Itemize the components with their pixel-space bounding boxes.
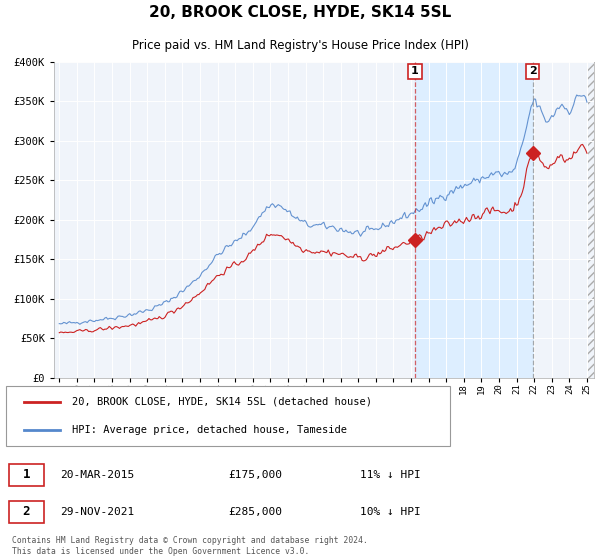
Text: Contains HM Land Registry data © Crown copyright and database right 2024.
This d: Contains HM Land Registry data © Crown c… xyxy=(12,536,368,556)
Text: 2: 2 xyxy=(23,506,30,519)
FancyBboxPatch shape xyxy=(9,464,44,486)
Bar xyxy=(415,62,533,378)
Text: 1: 1 xyxy=(23,468,30,482)
Text: 11% ↓ HPI: 11% ↓ HPI xyxy=(360,470,421,480)
Text: Price paid vs. HM Land Registry's House Price Index (HPI): Price paid vs. HM Land Registry's House … xyxy=(131,39,469,53)
Bar xyxy=(587,62,594,378)
Text: 2: 2 xyxy=(529,66,536,76)
FancyBboxPatch shape xyxy=(9,501,44,523)
Text: 20, BROOK CLOSE, HYDE, SK14 5SL (detached house): 20, BROOK CLOSE, HYDE, SK14 5SL (detache… xyxy=(72,397,372,407)
Text: 20, BROOK CLOSE, HYDE, SK14 5SL: 20, BROOK CLOSE, HYDE, SK14 5SL xyxy=(149,6,451,20)
Text: £175,000: £175,000 xyxy=(228,470,282,480)
Text: £285,000: £285,000 xyxy=(228,507,282,517)
Text: 29-NOV-2021: 29-NOV-2021 xyxy=(60,507,134,517)
Text: 10% ↓ HPI: 10% ↓ HPI xyxy=(360,507,421,517)
FancyBboxPatch shape xyxy=(6,386,450,446)
Text: 1: 1 xyxy=(411,66,419,76)
Text: 20-MAR-2015: 20-MAR-2015 xyxy=(60,470,134,480)
Text: HPI: Average price, detached house, Tameside: HPI: Average price, detached house, Tame… xyxy=(72,425,347,435)
